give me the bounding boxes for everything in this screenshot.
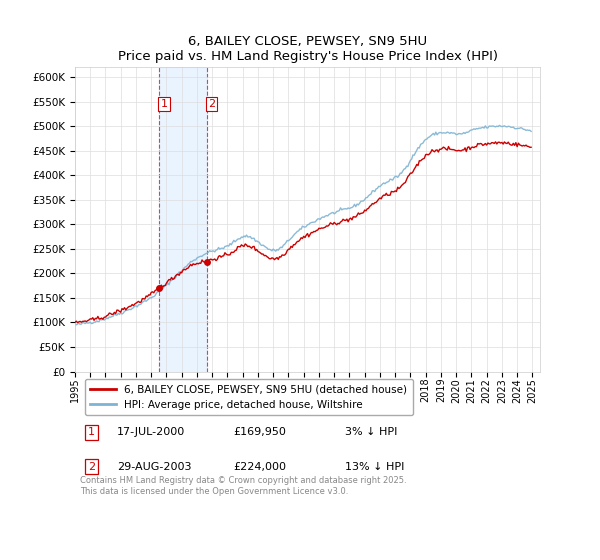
Text: 1: 1: [88, 427, 95, 437]
Text: 1: 1: [161, 99, 167, 109]
Title: 6, BAILEY CLOSE, PEWSEY, SN9 5HU
Price paid vs. HM Land Registry's House Price I: 6, BAILEY CLOSE, PEWSEY, SN9 5HU Price p…: [118, 35, 497, 63]
Legend: 6, BAILEY CLOSE, PEWSEY, SN9 5HU (detached house), HPI: Average price, detached : 6, BAILEY CLOSE, PEWSEY, SN9 5HU (detach…: [85, 379, 413, 415]
Text: Contains HM Land Registry data © Crown copyright and database right 2025.
This d: Contains HM Land Registry data © Crown c…: [80, 477, 406, 496]
Text: 13% ↓ HPI: 13% ↓ HPI: [344, 461, 404, 472]
Text: £169,950: £169,950: [233, 427, 286, 437]
Text: £224,000: £224,000: [233, 461, 286, 472]
Text: 17-JUL-2000: 17-JUL-2000: [117, 427, 185, 437]
Text: 2: 2: [208, 99, 215, 109]
Text: 2: 2: [88, 461, 95, 472]
Text: 29-AUG-2003: 29-AUG-2003: [117, 461, 191, 472]
Bar: [160, 67, 207, 372]
Text: 3% ↓ HPI: 3% ↓ HPI: [344, 427, 397, 437]
